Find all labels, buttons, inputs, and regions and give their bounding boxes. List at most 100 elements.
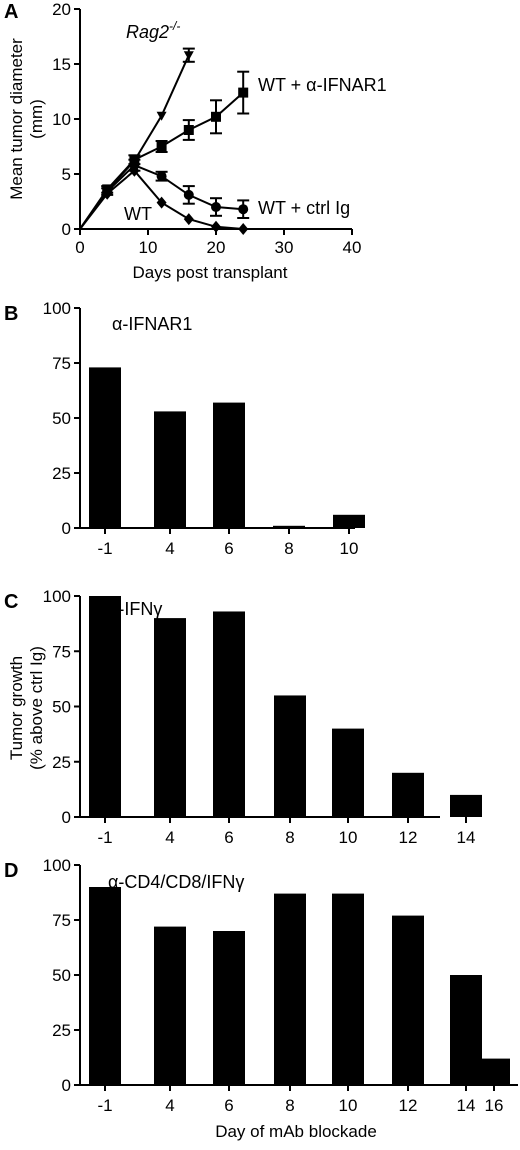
y-axis-title-line1: Tumor growth xyxy=(7,656,26,760)
y-tick-label: 15 xyxy=(52,55,71,74)
y-tick-label: 25 xyxy=(52,1021,71,1040)
y-tick-label: 0 xyxy=(62,220,71,239)
x-tick-label: 40 xyxy=(343,238,362,257)
point-diamond xyxy=(183,213,194,226)
x-tick-label: 6 xyxy=(224,539,233,558)
x-tick-label: 6 xyxy=(224,828,233,847)
point-circle xyxy=(183,189,194,200)
bar xyxy=(450,794,482,817)
bar xyxy=(332,728,364,817)
point-square xyxy=(156,141,167,152)
series-label-ctrl: WT + ctrl Ig xyxy=(258,198,350,218)
x-tick-label: 10 xyxy=(339,1096,358,1115)
bar xyxy=(89,596,121,817)
x-tick-label: 12 xyxy=(399,1096,418,1115)
y-tick-label: 75 xyxy=(52,354,71,373)
bar xyxy=(154,618,186,817)
bar xyxy=(89,887,121,1085)
bar xyxy=(332,893,364,1085)
bar xyxy=(274,893,306,1085)
y-tick-label: 5 xyxy=(62,165,71,184)
point-diamond xyxy=(156,196,167,209)
x-tick-label: 14 xyxy=(457,1096,476,1115)
y-tick-label: 10 xyxy=(52,110,71,129)
bar xyxy=(450,975,482,1085)
y-tick-label: 100 xyxy=(43,856,71,875)
x-tick-label: -1 xyxy=(97,1096,112,1115)
bar xyxy=(154,411,186,528)
panel-letter-b: B xyxy=(4,303,18,325)
bar xyxy=(213,931,245,1085)
x-axis-title: Day of mAb blockade xyxy=(215,1122,377,1141)
panel-d: D 0 25 50 75 100 -1 4 6 8 10 12 14 16 α-CD4/CD8/IFNγ Da… xyxy=(4,856,518,1141)
point-square xyxy=(211,111,221,122)
y-tick-label: 100 xyxy=(43,587,71,606)
bar xyxy=(213,611,245,817)
y-tick-label: 0 xyxy=(62,808,71,827)
panel-c: C 0 25 50 75 100 -1 4 6 8 10 12 14 α-IFNγ Tumor growth… xyxy=(4,587,482,847)
y-tick-label: 25 xyxy=(52,753,71,772)
bar xyxy=(89,367,121,528)
point-diamond xyxy=(211,220,221,233)
x-tick-label: 4 xyxy=(165,1096,174,1115)
point-circle xyxy=(238,204,249,215)
x-tick-label: 8 xyxy=(285,1096,294,1115)
x-tick-label: 6 xyxy=(224,1096,233,1115)
series-0 xyxy=(79,47,195,230)
x-tick-label: 4 xyxy=(165,828,174,847)
x-tick-label: 14 xyxy=(457,828,476,847)
x-tick-label: 0 xyxy=(75,238,84,257)
point-square xyxy=(183,125,194,135)
x-axis-title: Days post transplant xyxy=(133,263,288,282)
point-diamond xyxy=(102,187,113,200)
y-tick-label: 20 xyxy=(52,0,71,19)
panel-b: B 0 25 50 75 100 -1 4 6 8 10 α-IFNAR1 xyxy=(4,299,365,558)
point-triangle xyxy=(156,111,167,121)
x-tick-label: -1 xyxy=(97,539,112,558)
panel-title: α-IFNγ xyxy=(108,599,162,619)
bar xyxy=(392,772,424,817)
x-tick-label: 30 xyxy=(275,238,294,257)
y-tick-label: 25 xyxy=(52,464,71,483)
bar xyxy=(274,695,306,817)
x-tick-label: 4 xyxy=(165,539,174,558)
point-diamond xyxy=(129,164,140,177)
y-axis-title-line1: Mean tumor diameter xyxy=(7,38,26,200)
y-tick-label: 0 xyxy=(62,1076,71,1095)
x-tick-label: -1 xyxy=(97,828,112,847)
point-square xyxy=(238,87,249,98)
point-triangle xyxy=(183,51,194,61)
x-tick-label: 8 xyxy=(285,828,294,847)
bar xyxy=(213,402,245,528)
series-label-wt: WT xyxy=(124,204,152,224)
series-line xyxy=(79,54,190,230)
bar xyxy=(154,926,186,1085)
series-3 xyxy=(79,164,249,235)
bar xyxy=(273,525,305,528)
panel-letter-a: A xyxy=(4,1,18,23)
x-tick-label: 10 xyxy=(340,539,359,558)
y-axis-title-line2: (mm) xyxy=(27,99,46,139)
series-label-ifnar1: WT + α-IFNAR1 xyxy=(258,75,387,95)
panel-title: α-IFNAR1 xyxy=(112,314,192,334)
x-tick-label: 10 xyxy=(339,828,358,847)
x-tick-label: 20 xyxy=(207,238,226,257)
panel-a: A 0 5 10 15 20 0 10 20 30 40 Days post transplant Me… xyxy=(4,0,387,282)
bar xyxy=(478,1058,510,1085)
point-circle xyxy=(156,171,167,182)
y-tick-label: 50 xyxy=(52,409,71,428)
panel-title: α-CD4/CD8/IFNγ xyxy=(108,872,244,892)
y-tick-label: 75 xyxy=(52,642,71,661)
x-tick-label: 12 xyxy=(399,828,418,847)
x-tick-label: 8 xyxy=(284,539,293,558)
y-tick-label: 100 xyxy=(43,299,71,318)
x-tick-label: 10 xyxy=(139,238,158,257)
point-diamond xyxy=(238,223,249,235)
y-tick-label: 50 xyxy=(52,698,71,717)
panel-letter-c: C xyxy=(4,591,18,613)
y-tick-label: 0 xyxy=(62,519,71,538)
y-axis-title-line2: (% above ctrl Ig) xyxy=(27,646,46,770)
point-circle xyxy=(211,202,221,212)
series-label-rag2: Rag2-/- xyxy=(126,19,180,42)
